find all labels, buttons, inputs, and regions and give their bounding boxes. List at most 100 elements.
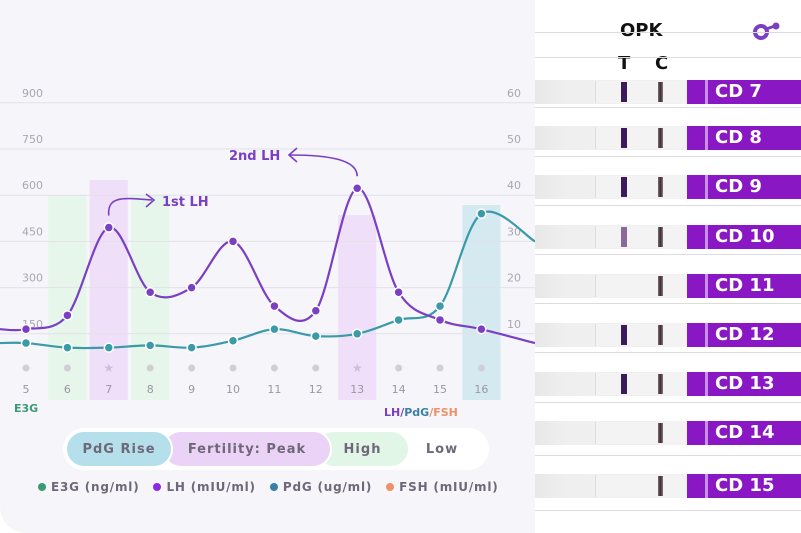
control-line xyxy=(658,325,663,345)
control-line xyxy=(658,227,663,247)
left-tick: 300 xyxy=(22,272,43,285)
data-point-pdg xyxy=(434,300,446,312)
annotation-1st-lh: 1st LH xyxy=(162,195,209,210)
legend-item[interactable]: PdG (ug/ml) xyxy=(269,480,372,494)
annotation-arrow-1 xyxy=(107,197,153,216)
arrow-head-icon xyxy=(287,147,298,163)
data-point-lh xyxy=(62,310,73,321)
opk-strip-cd12: CD 12 xyxy=(535,323,801,347)
cycle-day-text: CD 8 xyxy=(715,127,762,148)
cycle-day-label: CD 15 xyxy=(687,474,801,498)
left-tick: 900 xyxy=(22,87,43,100)
left-tick: 600 xyxy=(22,179,43,192)
series-line-lh xyxy=(0,187,535,345)
cycle-day-label: CD 9 xyxy=(687,175,801,199)
day-dot xyxy=(229,364,237,372)
opk-title: OPK xyxy=(620,20,663,41)
strip-window xyxy=(595,226,685,248)
x-tick: 9 xyxy=(188,383,195,396)
strip-window xyxy=(595,324,685,346)
cycle-day-label: CD 7 xyxy=(687,80,801,104)
opk-strip-cd7: CD 7 xyxy=(535,80,801,104)
x-tick: 8 xyxy=(147,383,154,396)
control-line xyxy=(658,276,663,296)
divider xyxy=(535,303,801,304)
cycle-day-text: CD 10 xyxy=(715,226,775,247)
test-line xyxy=(621,177,627,197)
arrow-head-icon xyxy=(145,193,156,208)
day-dot xyxy=(146,364,154,372)
legend-dot-icon xyxy=(153,483,162,491)
data-point-pdg xyxy=(310,330,322,342)
x-tick: 16 xyxy=(474,383,488,396)
cycle-day-text: CD 15 xyxy=(715,475,775,496)
data-point-pdg xyxy=(186,342,197,353)
divider xyxy=(535,455,801,456)
data-point-pdg xyxy=(393,314,404,326)
legend-item[interactable]: LH (mIU/ml) xyxy=(153,480,255,494)
cycle-day-label: CD 10 xyxy=(687,225,801,249)
control-line xyxy=(658,476,663,496)
strip-window xyxy=(595,275,685,297)
cycle-day-label: CD 13 xyxy=(687,372,801,396)
annotation-2nd-lh: 2nd LH xyxy=(229,149,280,164)
legend-dot-icon xyxy=(38,483,46,491)
x-tick: 11 xyxy=(267,383,281,396)
shaded-day-7 xyxy=(89,180,128,400)
divider xyxy=(535,57,801,58)
chart-panel: 150 10 300 20 450 30 600 40 750 50 900 60 5 6 7 ★ 8 9 10 11… xyxy=(0,86,535,494)
cycle-day-text: CD 14 xyxy=(715,422,775,443)
cycle-day-text: CD 13 xyxy=(715,373,775,394)
right-axis-label-part: / xyxy=(429,406,434,419)
divider xyxy=(535,32,801,33)
day-dot xyxy=(63,364,71,372)
right-axis-label-part: / xyxy=(400,406,405,419)
annotation-arrow-2 xyxy=(289,154,358,177)
x-tick: 15 xyxy=(433,383,447,396)
legend-item[interactable]: FSH (mIU/ml) xyxy=(386,480,498,494)
data-point-pdg xyxy=(144,340,156,351)
data-point-lh xyxy=(434,314,446,326)
legend-label: FSH (mIU/ml) xyxy=(399,480,499,494)
opk-strip-cd11: CD 11 xyxy=(535,274,801,298)
data-point-lh xyxy=(227,236,239,247)
divider xyxy=(535,352,801,353)
control-line xyxy=(658,128,663,148)
cycle-day-text: CD 7 xyxy=(715,81,762,102)
data-point-lh xyxy=(20,323,32,335)
test-line xyxy=(621,82,627,102)
day-dot xyxy=(22,364,30,372)
cycle-day-text: CD 12 xyxy=(715,324,775,345)
right-tick: 30 xyxy=(507,225,521,238)
left-axis-label: E3G xyxy=(14,402,39,415)
opk-strip-cd14: CD 14 xyxy=(535,421,801,445)
legend-item[interactable]: E3G (ng/ml) xyxy=(38,480,139,494)
test-line xyxy=(621,128,627,148)
x-tick: 12 xyxy=(309,383,323,396)
star-marker: ★ xyxy=(103,361,114,375)
x-tick: 10 xyxy=(226,383,240,396)
day-dot xyxy=(270,364,278,372)
day-dot xyxy=(477,364,485,372)
data-point-lh xyxy=(269,300,280,312)
opk-strip-cd8: CD 8 xyxy=(535,126,801,150)
t-line-label: T xyxy=(618,53,631,74)
data-point-pdg xyxy=(476,208,487,219)
legend-dot-icon xyxy=(269,483,278,491)
x-tick: 14 xyxy=(392,383,406,396)
right-tick: 40 xyxy=(507,179,521,192)
phase-pdg-rise: PdG Rise xyxy=(65,430,173,468)
control-line xyxy=(658,423,663,443)
data-point-lh xyxy=(144,286,156,298)
left-tick: 450 xyxy=(22,225,43,238)
data-point-pdg xyxy=(20,337,32,349)
shaded-day-13 xyxy=(338,215,377,400)
data-point-lh xyxy=(103,222,115,233)
right-axis-label-part: FSH xyxy=(433,406,458,419)
x-tick: 6 xyxy=(64,383,71,396)
phase-low: Low xyxy=(397,430,487,468)
day-dot xyxy=(436,364,444,372)
cycle-day-label: CD 11 xyxy=(687,274,801,298)
cycle-day-text: CD 11 xyxy=(715,275,775,296)
opk-strip-cd9: CD 9 xyxy=(535,175,801,199)
